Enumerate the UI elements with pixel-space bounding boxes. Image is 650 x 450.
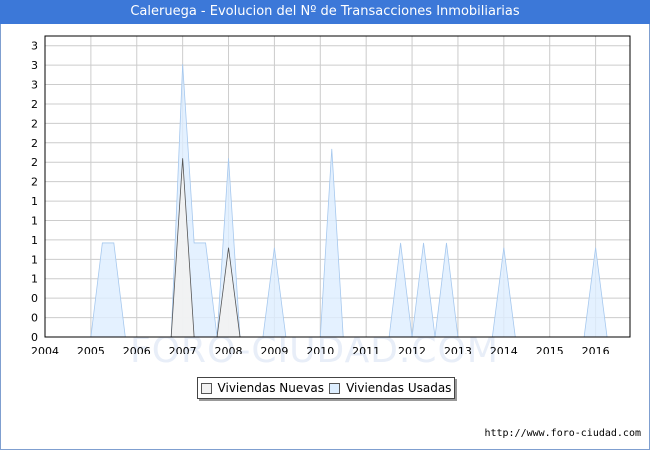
- y-tick-label: 3: [31, 59, 38, 72]
- legend-label-nuevas: Viviendas Nuevas: [217, 381, 324, 395]
- series-area-usadas: [90, 64, 608, 338]
- x-tick-label: 2005: [77, 345, 105, 354]
- legend-item-nuevas: Viviendas Nuevas: [200, 381, 324, 395]
- legend: Viviendas Nuevas Viviendas Usadas: [197, 377, 455, 399]
- source-link[interactable]: http://www.foro-ciudad.com: [484, 428, 641, 439]
- x-tick-label: 2012: [398, 345, 426, 354]
- y-tick-label: 1: [31, 214, 38, 227]
- y-tick-label: 1: [31, 273, 38, 286]
- x-tick-label: 2004: [31, 345, 59, 354]
- x-tick-label: 2010: [306, 345, 334, 354]
- x-tick-label: 2008: [215, 345, 243, 354]
- x-tick-label: 2009: [260, 345, 288, 354]
- x-tick-label: 2007: [169, 345, 197, 354]
- chart-title: Caleruega - Evolucion del Nº de Transacc…: [0, 0, 650, 24]
- y-tick-label: 0: [31, 312, 38, 325]
- y-tick-label: 2: [31, 117, 38, 130]
- y-tick-label: 0: [31, 292, 38, 305]
- legend-swatch-usadas: [329, 382, 341, 394]
- y-tick-label: 2: [31, 98, 38, 111]
- y-tick-label: 1: [31, 195, 38, 208]
- y-tick-label: 2: [31, 176, 38, 189]
- legend-label-usadas: Viviendas Usadas: [346, 381, 452, 395]
- y-tick-label: 3: [31, 79, 38, 92]
- x-tick-label: 2015: [536, 345, 564, 354]
- chart-svg: 0 0 0 1 1 1 1 1 2 2 2 2 2 3 3 3 2004 2005 2006 2007 2008 2009…: [31, 35, 631, 354]
- y-tick-label: 2: [31, 156, 38, 169]
- y-tick-label: 2: [31, 137, 38, 150]
- legend-item-usadas: Viviendas Usadas: [329, 381, 451, 395]
- y-tick-label: 3: [31, 40, 38, 53]
- plot-border: [44, 35, 631, 338]
- x-tick-label: 2013: [444, 345, 472, 354]
- x-tick-label: 2016: [582, 345, 610, 354]
- x-tick-label: 2011: [352, 345, 380, 354]
- legend-swatch-nuevas: [200, 382, 212, 394]
- x-tick-label: 2014: [490, 345, 518, 354]
- x-tick-label: 2006: [123, 345, 151, 354]
- y-tick-label: 1: [31, 253, 38, 266]
- y-tick-label: 1: [31, 234, 38, 247]
- y-tick-label: 0: [31, 331, 38, 344]
